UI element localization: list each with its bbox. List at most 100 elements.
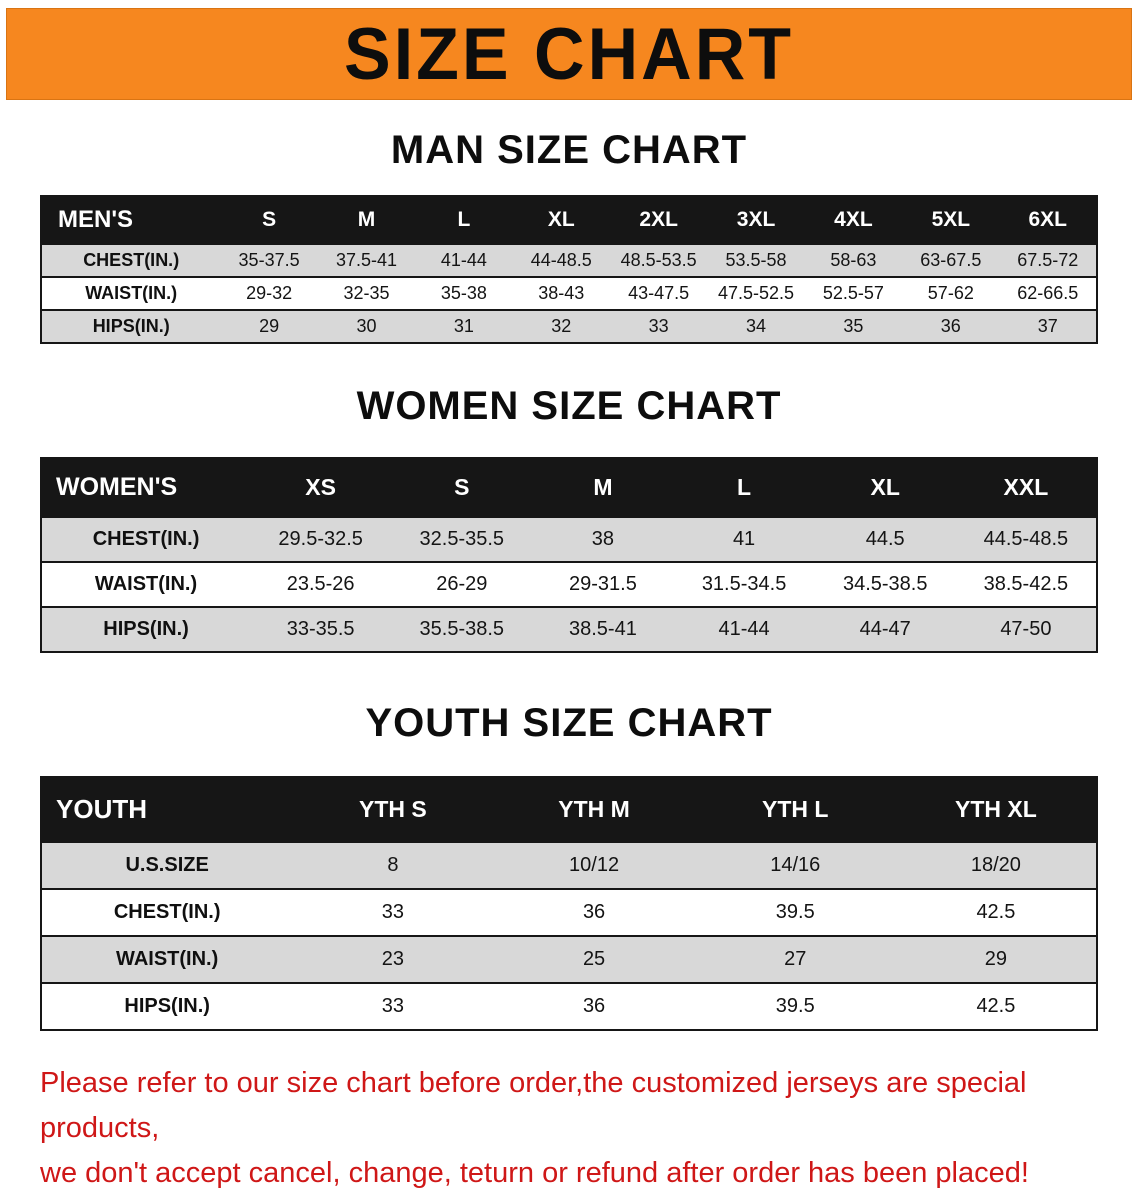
size-value-cell: 44.5-48.5 xyxy=(955,516,1097,562)
size-value-cell: 29-32 xyxy=(220,276,318,310)
size-value-cell: 52.5-57 xyxy=(804,276,903,310)
row-label: HIPS(IN.) xyxy=(41,982,293,1030)
size-value-cell: 35-38 xyxy=(415,276,513,310)
size-value-cell: 10/12 xyxy=(493,841,695,889)
row-label: CHEST(IN.) xyxy=(41,888,293,936)
men-size-chart-section: MAN SIZE CHART MEN'S S M L XL 2XL 3XL 4XL 5XL 6XL… xyxy=(0,100,1138,344)
size-column-header: YTH XL xyxy=(895,777,1097,842)
disclaimer-line-2: we don't accept cancel, change, teturn o… xyxy=(40,1156,1029,1189)
size-value-cell: 32 xyxy=(512,309,610,343)
table-row: CHEST(IN.) 33 36 39.5 42.5 xyxy=(41,888,1097,936)
table-row: HIPS(IN.) 33-35.5 35.5-38.5 38.5-41 41-44 44-… xyxy=(41,606,1097,652)
table-header-row: MEN'S S M L XL 2XL 3XL 4XL 5XL 6XL xyxy=(41,196,1097,244)
size-column-header: M xyxy=(317,196,416,244)
size-value-cell: 58-63 xyxy=(804,243,903,277)
size-value-cell: 36 xyxy=(493,888,695,936)
table-row: U.S.SIZE 8 10/12 14/16 18/20 xyxy=(41,841,1097,889)
row-label: WAIST(IN.) xyxy=(41,276,221,310)
size-value-cell: 37.5-41 xyxy=(317,243,416,277)
size-column-header: YTH S xyxy=(292,777,494,842)
size-value-cell: 41-44 xyxy=(673,606,815,652)
size-value-cell: 8 xyxy=(292,841,494,889)
table-header-row: YOUTH YTH S YTH M YTH L YTH XL xyxy=(41,777,1097,842)
size-value-cell: 38.5-42.5 xyxy=(955,561,1097,607)
size-value-cell: 39.5 xyxy=(694,888,896,936)
size-value-cell: 34.5-38.5 xyxy=(814,561,956,607)
size-value-cell: 63-67.5 xyxy=(902,243,1000,277)
size-value-cell: 32-35 xyxy=(317,276,416,310)
size-column-header: XL xyxy=(814,458,956,517)
size-value-cell: 57-62 xyxy=(902,276,1000,310)
size-value-cell: 18/20 xyxy=(895,841,1097,889)
size-value-cell: 26-29 xyxy=(391,561,533,607)
size-column-header: XS xyxy=(250,458,392,517)
size-column-header: S xyxy=(220,196,318,244)
youth-section-heading: YOUTH SIZE CHART xyxy=(365,701,773,745)
size-value-cell: 53.5-58 xyxy=(707,243,805,277)
size-column-header: 4XL xyxy=(804,196,903,244)
page-title: SIZE CHART xyxy=(344,13,794,95)
size-value-cell: 41-44 xyxy=(415,243,513,277)
men-section-heading: MAN SIZE CHART xyxy=(390,128,748,172)
size-value-cell: 14/16 xyxy=(694,841,896,889)
size-value-cell: 47-50 xyxy=(955,606,1097,652)
size-column-header: L xyxy=(673,458,815,517)
size-value-cell: 29 xyxy=(220,309,318,343)
table-row: CHEST(IN.) 35-37.5 37.5-41 41-44 44-48.5 48.5… xyxy=(41,243,1097,277)
size-column-header: 6XL xyxy=(999,196,1097,244)
size-value-cell: 39.5 xyxy=(694,982,896,1030)
men-size-table: MEN'S S M L XL 2XL 3XL 4XL 5XL 6XL CHEST(IN.) 35-37… xyxy=(40,195,1098,344)
size-column-header: 2XL xyxy=(609,196,708,244)
row-label: CHEST(IN.) xyxy=(41,516,251,562)
youth-size-table: YOUTH YTH S YTH M YTH L YTH XL U.S.SIZE 8 10/12… xyxy=(40,776,1098,1031)
size-value-cell: 23.5-26 xyxy=(250,561,392,607)
size-chart-page: SIZE CHART MAN SIZE CHART MEN'S S M L XL 2XL 3… xyxy=(0,8,1138,1196)
table-category-header: WOMEN'S xyxy=(41,458,251,517)
size-column-header: XXL xyxy=(955,458,1097,517)
size-value-cell: 42.5 xyxy=(895,982,1097,1030)
disclaimer-line-1: Please refer to our size chart before or… xyxy=(40,1067,1027,1144)
size-value-cell: 37 xyxy=(999,309,1097,343)
size-value-cell: 29 xyxy=(895,935,1097,983)
size-value-cell: 23 xyxy=(292,935,494,983)
size-value-cell: 33 xyxy=(292,888,494,936)
size-value-cell: 44-47 xyxy=(814,606,956,652)
size-value-cell: 32.5-35.5 xyxy=(391,516,533,562)
size-value-cell: 33 xyxy=(292,982,494,1030)
size-value-cell: 47.5-52.5 xyxy=(707,276,805,310)
size-value-cell: 31.5-34.5 xyxy=(673,561,815,607)
row-label: U.S.SIZE xyxy=(41,841,293,889)
size-column-header: M xyxy=(532,458,674,517)
row-label: HIPS(IN.) xyxy=(41,309,221,343)
size-value-cell: 62-66.5 xyxy=(999,276,1097,310)
size-column-header: 3XL xyxy=(707,196,805,244)
size-value-cell: 29-31.5 xyxy=(532,561,674,607)
size-value-cell: 35.5-38.5 xyxy=(391,606,533,652)
size-value-cell: 44.5 xyxy=(814,516,956,562)
size-value-cell: 33 xyxy=(609,309,708,343)
row-label: WAIST(IN.) xyxy=(41,561,251,607)
size-value-cell: 44-48.5 xyxy=(512,243,610,277)
size-value-cell: 38.5-41 xyxy=(532,606,674,652)
table-row: WAIST(IN.) 29-32 32-35 35-38 38-43 43-47.5 47.… xyxy=(41,276,1097,310)
size-column-header: L xyxy=(415,196,513,244)
row-label: WAIST(IN.) xyxy=(41,935,293,983)
disclaimer: Please refer to our size chart before or… xyxy=(40,1061,1100,1196)
size-column-header: 5XL xyxy=(902,196,1000,244)
size-column-header: YTH L xyxy=(694,777,896,842)
size-value-cell: 35-37.5 xyxy=(220,243,318,277)
size-value-cell: 67.5-72 xyxy=(999,243,1097,277)
size-value-cell: 36 xyxy=(493,982,695,1030)
size-value-cell: 31 xyxy=(415,309,513,343)
size-column-header: YTH M xyxy=(493,777,695,842)
table-category-header: YOUTH xyxy=(41,777,293,842)
size-value-cell: 38-43 xyxy=(512,276,610,310)
size-value-cell: 29.5-32.5 xyxy=(250,516,392,562)
size-value-cell: 25 xyxy=(493,935,695,983)
size-value-cell: 41 xyxy=(673,516,815,562)
table-category-header: MEN'S xyxy=(41,196,221,244)
table-row: HIPS(IN.) 29 30 31 32 33 34 35 36 37 xyxy=(41,309,1097,343)
size-value-cell: 42.5 xyxy=(895,888,1097,936)
size-value-cell: 30 xyxy=(317,309,416,343)
table-header-row: WOMEN'S XS S M L XL XXL xyxy=(41,458,1097,517)
